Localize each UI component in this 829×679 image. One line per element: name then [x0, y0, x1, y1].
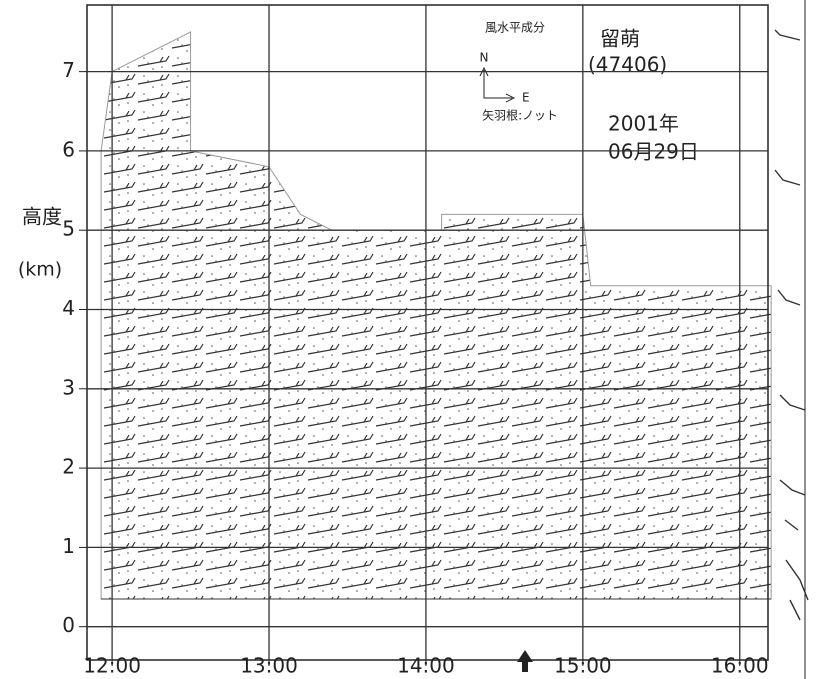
y-tick-label: 6 [62, 137, 75, 161]
info-bg [592, 10, 742, 175]
x-tick-label: 12:00 [83, 654, 141, 678]
year: 2001年 [608, 112, 679, 136]
side-barbs [774, 29, 809, 621]
legend-title: 風水平成分 [485, 21, 545, 35]
x-tick-label: 16:00 [711, 654, 769, 678]
legend-arrows [479, 66, 516, 103]
y-tick-label: 1 [62, 534, 75, 558]
y-label-unit: (km) [18, 259, 62, 281]
station: 留萌 [600, 27, 640, 51]
y-tick-label: 0 [62, 613, 75, 637]
y-tick-label: 4 [62, 296, 75, 320]
y-label: 高度 [22, 205, 62, 229]
x-tick-label: 13:00 [240, 654, 298, 678]
x-tick-label: 15:00 [554, 654, 612, 678]
legend-bg [470, 10, 570, 125]
north-label: N [480, 51, 489, 65]
station-id: (47406) [588, 53, 667, 77]
time-arrow [517, 650, 533, 672]
y-tick-label: 5 [62, 217, 75, 241]
barb-unit: 矢羽根:ノット [482, 109, 558, 123]
y-tick-label: 3 [62, 375, 75, 399]
y-tick-label: 7 [62, 58, 75, 82]
x-tick-label: 14:00 [397, 654, 455, 678]
east-label: E [522, 91, 530, 105]
y-tick-label: 2 [62, 455, 75, 479]
